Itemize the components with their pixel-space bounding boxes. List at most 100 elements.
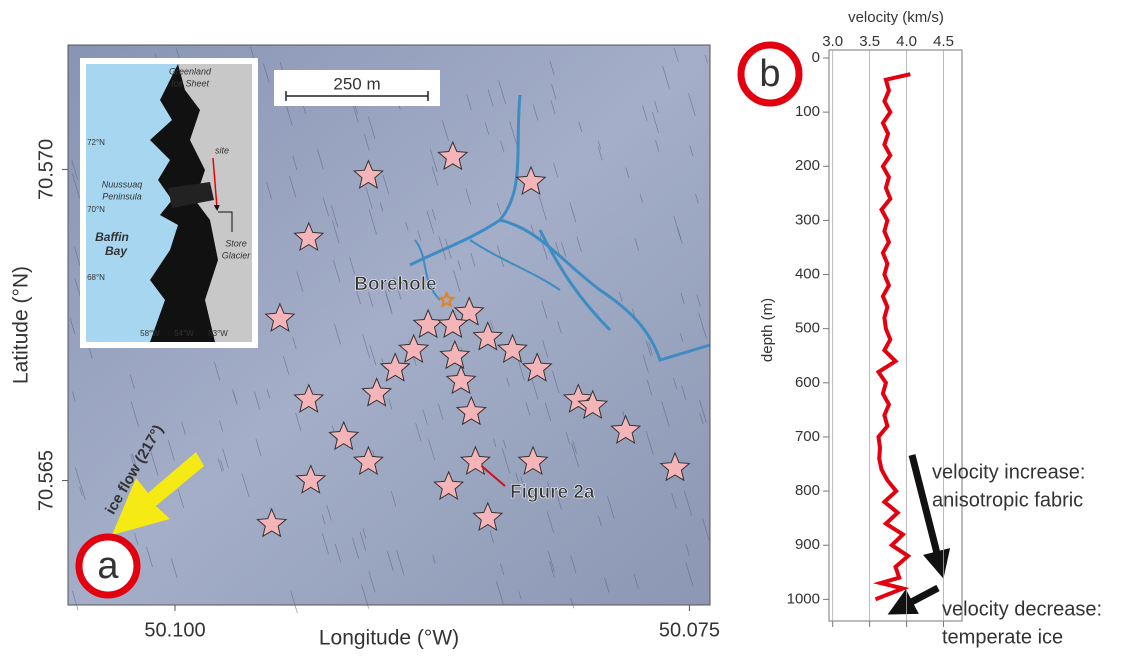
velocity-profile [872,72,912,602]
crevasse [321,514,326,525]
crevasse [555,489,563,511]
crevasse [542,340,549,358]
crevasse [538,195,547,221]
crevasse [134,532,139,545]
crevasse [385,280,390,293]
crevasse [576,236,582,252]
crevasse [639,193,643,203]
crevasse [642,105,648,121]
crevasse [220,460,225,471]
crevasse [518,591,522,600]
inset-label: 58°W [140,329,160,338]
inset-map [80,58,258,348]
crevasse [71,590,79,611]
crevasse [417,230,422,242]
crevasse [222,448,229,469]
x-tick-label: 4.5 [933,33,954,50]
annotation: temperate ice [942,626,1063,648]
crevasse [352,537,360,559]
station-star [517,445,549,476]
inset-label: Baffin [95,230,129,244]
figure-ref-label: Figure 2a [510,482,595,503]
crevasse [367,116,376,139]
crevasse [681,385,687,400]
crevasse [415,422,422,441]
crevasse [296,271,304,292]
crevasse [673,47,679,62]
crevasse [688,93,696,117]
crevasse [680,292,685,305]
crevasse [466,94,472,111]
borehole-label: Borehole [354,274,436,295]
crevasse [597,140,602,150]
crevasse [71,160,78,180]
crevasse [241,473,250,497]
crevasse [382,174,390,195]
crevasse [671,493,677,509]
station-star [437,308,469,339]
crevasse [365,186,373,209]
station-star [496,333,528,364]
crevasse [569,202,577,223]
crevasse [283,356,290,375]
crevasse [546,511,554,533]
crevasse [390,490,397,507]
crevasse [634,238,640,252]
station-star [379,352,411,382]
crevasse [292,155,298,171]
crevasse [359,531,367,551]
inset-label: 68°N [87,273,105,282]
crevasse [349,256,356,275]
crevasse [704,54,709,64]
crevasse [552,370,560,394]
crevasse [530,224,534,234]
crevasse [130,400,140,427]
crevasse [685,562,694,586]
crevasse [71,173,81,199]
borehole-star [437,290,456,308]
figure-ref-pointer [480,465,506,487]
crevasse [317,149,324,170]
scale-bar [274,70,440,106]
crevasse [654,100,659,113]
crevasse [702,518,710,541]
crevasse [572,440,577,454]
crevasse [695,194,699,204]
crevasse [500,563,505,576]
crevasse [362,528,367,539]
crevasse [388,398,393,410]
crevasse [266,181,273,200]
crevasse [501,448,511,474]
crevasse [496,203,502,215]
crevasse [217,458,223,473]
crevasse [532,104,539,121]
crevasse [689,145,694,157]
crevasse [642,355,649,373]
station-star [577,389,609,420]
crevasse [431,209,436,221]
y-tick-label: 70.570 [35,139,57,200]
crevasse [428,439,436,461]
crevasse [405,221,409,231]
y-tick-label: 800 [795,482,820,499]
y-axis-label: Latitude (°N) [10,266,33,384]
crevasse [426,211,435,234]
crevasse [655,140,660,152]
inset-label: 72°N [87,138,105,147]
y-tick-label: 300 [795,211,820,228]
inset-label: Bay [105,244,128,258]
crevasse [379,202,384,212]
crevasse [597,515,602,527]
panel-label: b [759,53,780,95]
station-star [472,501,504,532]
station-star [433,470,465,500]
panel-circle [75,533,141,599]
station-star [515,165,547,196]
crevasse [262,63,270,83]
map-frame [67,44,711,606]
station-star [352,159,384,189]
crevasse [285,105,293,126]
crevasse [470,252,476,267]
crevasse [393,276,402,300]
y-tick-label: 900 [795,536,820,553]
